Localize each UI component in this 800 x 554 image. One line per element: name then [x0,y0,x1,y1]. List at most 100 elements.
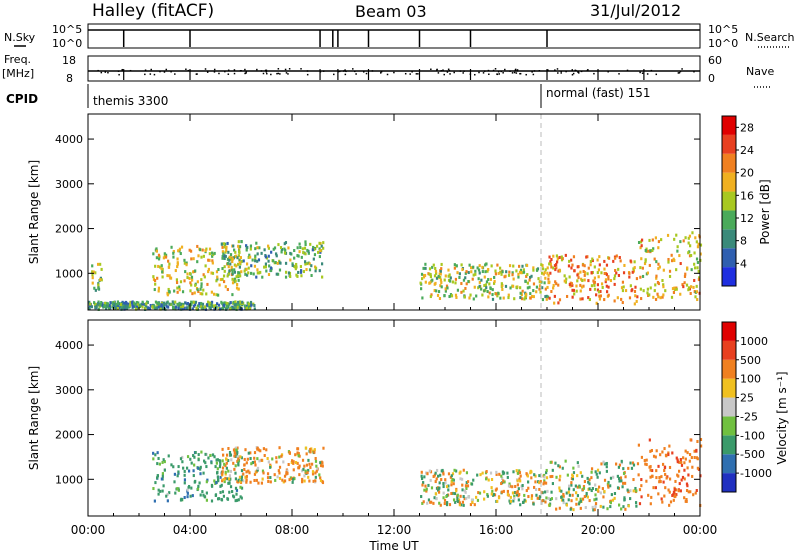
range-gate-cell [620,286,624,290]
nave-point [586,69,589,72]
range-gate-cell [455,264,458,268]
range-gate-cell [190,302,193,306]
range-gate-cell [615,271,618,275]
range-gate-cell [156,301,159,305]
range-gate-cell [154,264,157,268]
colorbar-bin [722,416,736,436]
range-gate-cell [637,443,640,447]
range-gate-cell [233,268,236,272]
nave-point [144,69,147,71]
range-gate-cell [203,495,206,499]
range-gate-cell [229,307,232,311]
range-gate-cell [652,247,655,251]
range-gate-cell [137,301,140,305]
range-gate-cell [569,284,572,288]
range-gate-cell [243,463,246,467]
range-gate-cell [447,268,450,272]
range-gate-cell [214,465,217,469]
range-gate-cell [683,274,687,278]
range-gate-cell [225,466,228,470]
range-gate-cell [176,487,179,491]
x-tick-label: 16:00 [479,523,514,537]
range-gate-cell [658,265,661,269]
range-gate-cell [269,476,272,480]
range-gate-cell [494,488,497,492]
range-gate-cell [601,487,604,491]
range-gate-cell [221,254,224,258]
range-gate-cell [211,453,215,457]
range-gate-cell [174,300,177,304]
range-gate-cell [672,493,675,497]
range-gate-cell [245,244,248,248]
range-gate-cell [502,471,506,475]
range-gate-cell [640,297,643,301]
range-gate-cell [673,259,676,263]
range-gate-cell [552,254,555,258]
range-gate-cell [473,285,476,289]
range-gate-cell [466,480,470,484]
range-gate-cell [111,301,114,305]
range-gate-cell [155,249,158,253]
nave-point [153,73,156,76]
range-gate-cell [253,460,256,464]
range-gate-cell [231,257,234,261]
range-gate-cell [226,261,229,265]
range-gate-cell [491,297,495,301]
range-gate-cell [285,472,288,476]
range-gate-cell [588,482,591,486]
range-gate-cell [641,274,645,278]
range-gate-cell [274,252,278,256]
range-gate-cell [157,301,160,305]
range-gate-cell [526,474,529,478]
range-gate-cell [192,454,195,458]
range-gate-cell [441,468,444,472]
nave-point [417,73,419,75]
range-gate-cell [684,457,687,461]
range-gate-cell [433,274,437,278]
range-gate-cell [234,250,237,254]
range-gate-cell [237,271,240,275]
range-gate-cell [635,489,638,493]
nave-point [498,73,500,75]
range-gate-cell [585,491,588,495]
range-gate-cell [285,470,288,474]
range-gate-cell [598,485,601,489]
range-gate-cell [484,283,488,287]
range-gate-cell [450,492,453,496]
range-gate-cell [308,268,312,272]
range-gate-cell [215,293,218,297]
range-gate-cell [315,464,318,468]
range-gate-cell [247,255,250,259]
range-gate-cell [519,291,522,295]
range-gate-cell [278,446,281,450]
range-gate-cell [568,487,571,491]
range-gate-cell [287,463,290,467]
range-gate-cell [199,287,202,291]
range-gate-cell [654,236,657,240]
range-gate-cell [543,281,546,285]
range-gate-cell [259,270,262,274]
range-gate-cell [668,269,672,273]
range-gate-cell [447,484,450,488]
range-gate-cell [538,284,542,288]
range-gate-cell [596,475,599,479]
range-gate-cell [164,253,168,257]
range-gate-cell [201,307,204,311]
nave-point [504,68,506,71]
range-gate-cell [142,302,145,306]
range-gate-cell [601,285,604,289]
range-gate-cell [200,305,203,309]
range-gate-cell [215,305,218,309]
range-gate-cell [257,271,261,275]
range-gate-cell [686,484,689,488]
range-gate-cell [157,488,160,492]
nave-point [265,71,268,73]
power-panel-frame [87,113,701,311]
range-gate-cell [429,500,432,504]
range-gate-cell [581,497,585,501]
range-gate-cell [478,491,482,495]
range-gate-cell [593,287,597,291]
range-gate-cell [204,461,207,465]
range-gate-cell [183,473,186,477]
range-gate-cell [319,461,322,465]
